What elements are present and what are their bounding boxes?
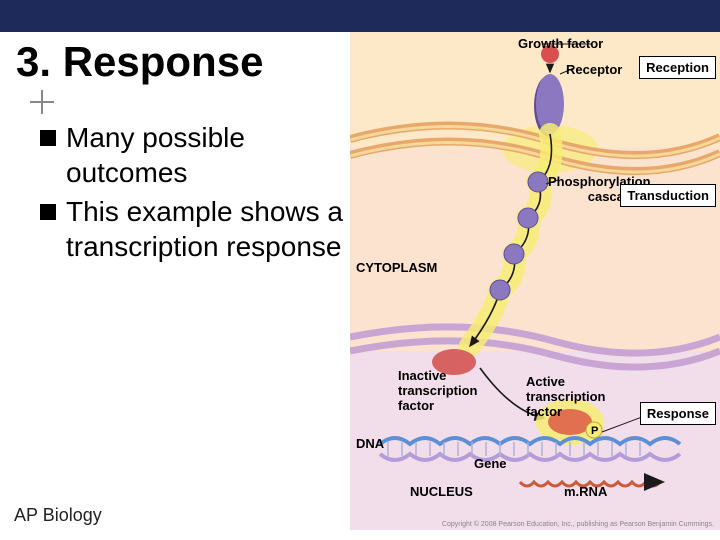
- stage-box-transduction: Transduction: [620, 184, 716, 207]
- bullet-marker-icon: [40, 130, 56, 146]
- bullet-item: This example shows a transcription respo…: [40, 194, 350, 264]
- bullet-list: Many possible outcomes This example show…: [40, 120, 350, 268]
- diagram-svg: [350, 32, 720, 530]
- label-nucleus: NUCLEUS: [410, 484, 473, 499]
- copyright-text: Copyright © 2008 Pearson Education, Inc.…: [442, 521, 714, 528]
- cell-signal-diagram: Growth factor Receptor Phosphorylation c…: [350, 32, 720, 530]
- label-receptor: Receptor: [566, 62, 622, 77]
- bullet-marker-icon: [40, 204, 56, 220]
- page-title: 3. Response: [16, 38, 263, 86]
- crosshair-icon: [30, 90, 54, 114]
- label-growth-factor: Growth factor: [518, 36, 603, 51]
- label-gene: Gene: [474, 456, 507, 471]
- top-bar: [0, 0, 720, 32]
- bullet-text: Many possible outcomes: [66, 120, 350, 190]
- label-active-tf: Active transcription factor: [526, 374, 605, 419]
- label-dna: DNA: [356, 436, 384, 451]
- label-inactive-tf: Inactive transcription factor: [398, 368, 477, 413]
- label-cytoplasm: CYTOPLASM: [356, 260, 437, 275]
- label-mrna: m.RNA: [564, 484, 607, 499]
- label-p: P: [591, 425, 598, 437]
- bullet-text: This example shows a transcription respo…: [66, 194, 350, 264]
- stage-box-reception: Reception: [639, 56, 716, 79]
- footer-text: AP Biology: [14, 505, 102, 526]
- bullet-item: Many possible outcomes: [40, 120, 350, 190]
- slide: 3. Response Many possible outcomes This …: [0, 0, 720, 540]
- stage-box-response: Response: [640, 402, 716, 425]
